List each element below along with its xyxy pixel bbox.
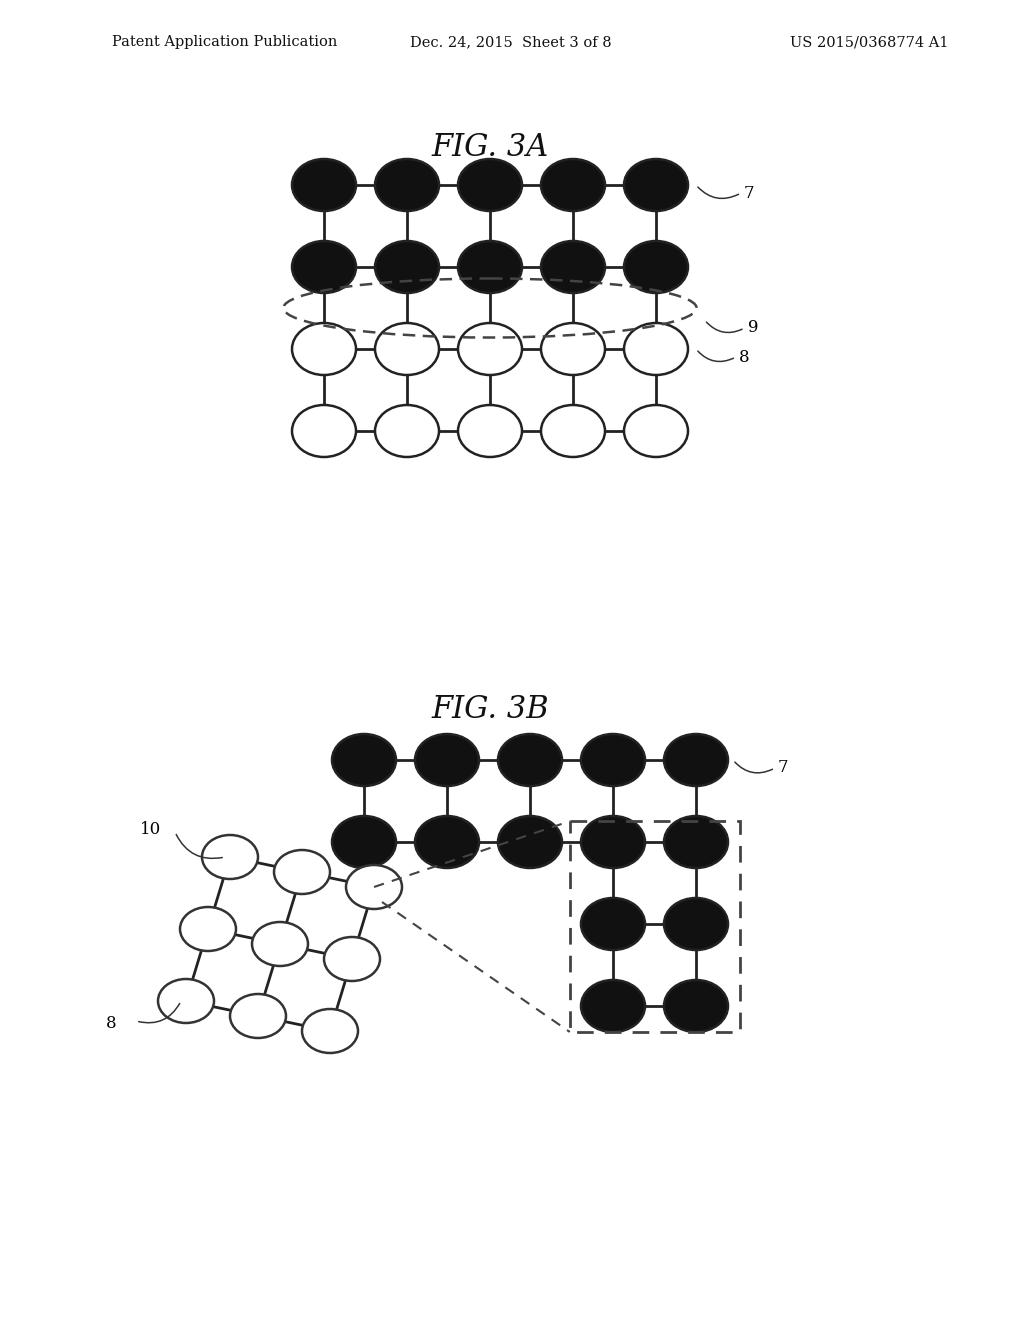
- Ellipse shape: [458, 323, 522, 375]
- Ellipse shape: [332, 816, 396, 869]
- Text: Patent Application Publication: Patent Application Publication: [112, 36, 337, 49]
- Ellipse shape: [375, 158, 439, 211]
- Ellipse shape: [581, 898, 645, 950]
- Ellipse shape: [274, 850, 330, 894]
- Text: 7: 7: [778, 759, 788, 776]
- Bar: [569, 821, 740, 1032]
- Ellipse shape: [581, 816, 645, 869]
- Ellipse shape: [375, 242, 439, 293]
- Ellipse shape: [292, 158, 356, 211]
- Ellipse shape: [458, 405, 522, 457]
- Text: Dec. 24, 2015  Sheet 3 of 8: Dec. 24, 2015 Sheet 3 of 8: [410, 36, 611, 49]
- Ellipse shape: [158, 979, 214, 1023]
- Ellipse shape: [292, 323, 356, 375]
- Text: 8: 8: [106, 1015, 117, 1031]
- Ellipse shape: [541, 405, 605, 457]
- Text: FIG. 3A: FIG. 3A: [431, 132, 549, 164]
- Ellipse shape: [664, 979, 728, 1032]
- Ellipse shape: [541, 158, 605, 211]
- Ellipse shape: [664, 816, 728, 869]
- Ellipse shape: [324, 937, 380, 981]
- Ellipse shape: [581, 734, 645, 785]
- Ellipse shape: [375, 323, 439, 375]
- Ellipse shape: [498, 734, 562, 785]
- Text: US 2015/0368774 A1: US 2015/0368774 A1: [790, 36, 948, 49]
- Ellipse shape: [252, 921, 308, 966]
- Ellipse shape: [292, 242, 356, 293]
- Ellipse shape: [541, 323, 605, 375]
- Text: 7: 7: [744, 185, 755, 202]
- Ellipse shape: [581, 979, 645, 1032]
- Ellipse shape: [180, 907, 236, 950]
- Ellipse shape: [302, 1008, 358, 1053]
- Ellipse shape: [332, 734, 396, 785]
- Ellipse shape: [292, 405, 356, 457]
- Ellipse shape: [458, 242, 522, 293]
- Ellipse shape: [664, 734, 728, 785]
- Ellipse shape: [541, 242, 605, 293]
- Text: FIG. 3B: FIG. 3B: [431, 694, 549, 726]
- Ellipse shape: [415, 816, 479, 869]
- Ellipse shape: [458, 158, 522, 211]
- Ellipse shape: [624, 405, 688, 457]
- Ellipse shape: [498, 816, 562, 869]
- Ellipse shape: [415, 734, 479, 785]
- Ellipse shape: [202, 836, 258, 879]
- Ellipse shape: [346, 865, 402, 909]
- Text: 10: 10: [140, 821, 161, 837]
- Ellipse shape: [624, 158, 688, 211]
- Text: 9: 9: [748, 319, 758, 337]
- Ellipse shape: [664, 898, 728, 950]
- Ellipse shape: [624, 323, 688, 375]
- Text: 8: 8: [739, 348, 750, 366]
- Ellipse shape: [624, 242, 688, 293]
- Ellipse shape: [375, 405, 439, 457]
- Ellipse shape: [230, 994, 286, 1038]
